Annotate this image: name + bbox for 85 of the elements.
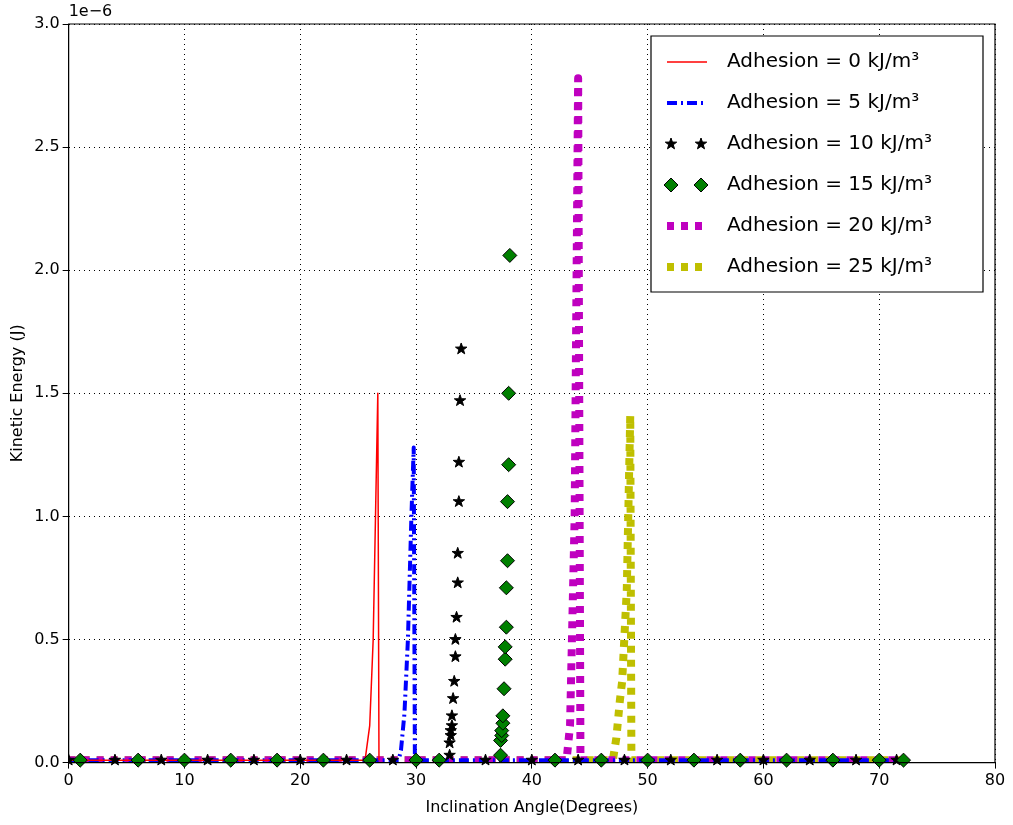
point: [502, 247, 518, 263]
point: [445, 709, 459, 722]
point: [451, 576, 464, 589]
point: [443, 748, 456, 761]
y-tick-label: 1.0: [34, 505, 60, 525]
y-tick-label: 2.5: [34, 136, 60, 156]
x-axis-title: Inclination Angle(Degrees): [425, 796, 639, 816]
point: [452, 455, 466, 468]
point: [664, 753, 677, 766]
point: [448, 674, 461, 687]
point: [315, 752, 331, 768]
x-tick-label: 0: [63, 770, 74, 790]
y-tick-label: 0.0: [34, 751, 60, 771]
point: [445, 719, 459, 732]
point: [498, 580, 514, 596]
x-tick-label: 40: [521, 770, 542, 790]
point: [451, 546, 464, 559]
point: [454, 342, 468, 355]
point: [108, 753, 122, 766]
y-axis-title: Kinetic Energy (J): [6, 324, 26, 463]
y-tick-label: 3.0: [34, 13, 60, 33]
point: [450, 610, 463, 623]
legend-label: Adhesion = 25 kJ/m³: [727, 253, 932, 278]
point: [496, 681, 512, 697]
point: [525, 753, 539, 766]
point: [803, 753, 816, 766]
point: [223, 752, 239, 768]
y-tick-label: 0.5: [34, 628, 60, 648]
point: [176, 752, 192, 768]
point: [453, 394, 467, 407]
point: [340, 753, 353, 766]
point: [362, 752, 378, 768]
point: [640, 752, 656, 768]
point: [446, 692, 460, 704]
point: [495, 708, 511, 724]
x-tick-label: 10: [174, 770, 195, 790]
point: [130, 752, 146, 768]
point: [479, 753, 492, 766]
point: [247, 753, 261, 766]
legend-label: Adhesion = 5 kJ/m³: [727, 89, 920, 114]
point: [500, 553, 516, 569]
point: [72, 752, 88, 768]
point: [825, 752, 841, 768]
point: [896, 752, 912, 768]
x-tick-label: 60: [753, 770, 774, 790]
legend-label: Adhesion = 20 kJ/m³: [727, 212, 932, 237]
legend-label: Adhesion = 10 kJ/m³: [727, 130, 932, 155]
point: [452, 495, 466, 507]
point: [500, 494, 516, 510]
x-tick-label: 70: [869, 770, 890, 790]
point: [386, 753, 400, 766]
y-tick-label: 2.0: [34, 259, 60, 279]
point: [732, 752, 748, 768]
point: [710, 753, 724, 766]
point: [497, 651, 513, 667]
y-tick-label: 1.5: [34, 382, 60, 402]
point: [269, 752, 285, 768]
point: [155, 753, 168, 766]
point: [449, 650, 462, 663]
point: [498, 619, 514, 635]
x-tick-label: 30: [405, 770, 427, 790]
point: [757, 753, 770, 766]
point: [497, 639, 513, 655]
point: [431, 752, 447, 768]
x-tick-label: 20: [290, 770, 311, 790]
legend-label: Adhesion = 15 kJ/m³: [727, 171, 932, 196]
point: [547, 752, 563, 768]
point: [618, 753, 631, 766]
text: 1e−6: [68, 1, 113, 21]
point: [449, 633, 462, 645]
point: [201, 753, 214, 766]
point: [501, 385, 517, 401]
point: [871, 752, 887, 768]
point: [686, 752, 702, 768]
point: [593, 752, 609, 768]
point: [493, 747, 509, 763]
point: [294, 753, 307, 766]
x-tick-label: 80: [984, 770, 1006, 790]
legend-label: Adhesion = 0 kJ/m³: [727, 48, 920, 73]
point: [501, 457, 517, 473]
point: [849, 753, 863, 766]
x-tick-label: 50: [637, 770, 658, 790]
point: [571, 753, 585, 766]
point: [779, 752, 795, 768]
point: [408, 752, 424, 768]
